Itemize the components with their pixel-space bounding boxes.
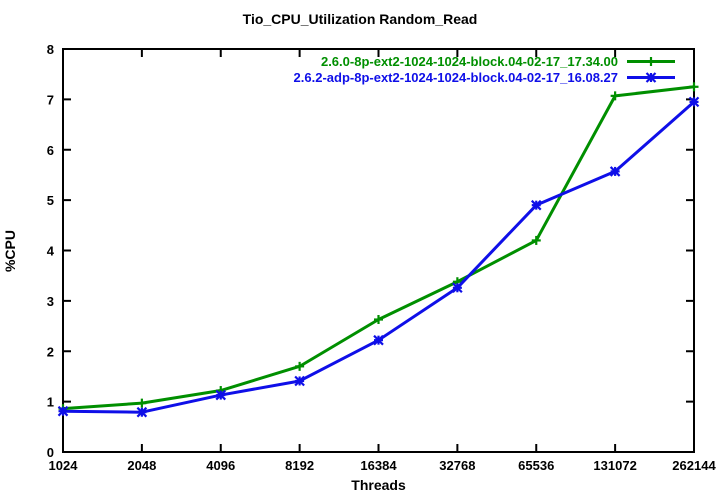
- legend-row-series2: 2.6.2-adp-8p-ext2-1024-1024-block.04-02-…: [294, 70, 676, 85]
- legend-sample-marker: [646, 57, 656, 66]
- chart-title: Tio_CPU_Utilization Random_Read: [242, 11, 478, 27]
- x-axis-label: Threads: [351, 477, 406, 493]
- legend-sample-glyph: [627, 57, 675, 66]
- y-tick-label: 4: [47, 244, 55, 259]
- y-tick-label: 5: [47, 193, 54, 208]
- y-tick-label: 3: [47, 294, 54, 309]
- y-tick-label: 0: [47, 445, 54, 460]
- plot-border: [62, 48, 695, 453]
- legend-row-series1: 2.6.0-8p-ext2-1024-1024-block.04-02-17_1…: [321, 54, 676, 69]
- y-tick-label: 8: [47, 42, 54, 57]
- x-tick-label: 8192: [285, 458, 314, 473]
- x-tick-label: 262144: [672, 458, 716, 473]
- data-point-marker: [689, 82, 699, 92]
- legend-label-series1: 2.6.0-8p-ext2-1024-1024-block.04-02-17_1…: [320, 54, 618, 69]
- x-tick-label: 1024: [49, 458, 79, 473]
- x-tick-label: 16384: [360, 458, 397, 473]
- legend-label-series2: 2.6.2-adp-8p-ext2-1024-1024-block.04-02-…: [293, 70, 618, 85]
- x-tick-label: 131072: [593, 458, 636, 473]
- x-tick-label: 2048: [127, 458, 156, 473]
- data-point-marker: [609, 166, 621, 177]
- data-point-marker: [374, 315, 383, 325]
- data-point-marker: [688, 96, 700, 108]
- data-point-marker: [57, 405, 69, 417]
- data-point-marker: [295, 361, 305, 371]
- data-point-marker: [531, 235, 541, 245]
- data-point-marker: [373, 334, 384, 346]
- data-point-marker: [530, 199, 542, 211]
- legend-sample-marker: [645, 72, 657, 83]
- y-tick-label: 1: [47, 395, 54, 410]
- y-tick-label: 7: [47, 92, 54, 107]
- x-tick-label: 4096: [206, 458, 235, 473]
- data-point-marker: [610, 91, 620, 101]
- x-tick-label: 65536: [518, 458, 554, 473]
- data-point-marker: [136, 406, 148, 418]
- legend-sample-line-icon: [627, 57, 675, 66]
- x-tick-label: 32768: [439, 458, 475, 473]
- legend-sample-line-icon: [627, 72, 675, 83]
- series-line-1: [61, 85, 696, 411]
- data-point-marker: [294, 375, 305, 387]
- series-line-2: [61, 100, 696, 414]
- data-point-marker: [452, 282, 463, 294]
- data-point-marker: [137, 398, 147, 408]
- y-tick-label: 6: [47, 143, 54, 158]
- legend-sample-glyph: [627, 72, 675, 83]
- legend: 2.6.0-8p-ext2-1024-1024-block.04-02-17_1…: [294, 54, 676, 85]
- data-point-marker: [215, 389, 227, 401]
- y-tick-label: 2: [47, 344, 54, 359]
- y-axis-label: %CPU: [2, 230, 18, 273]
